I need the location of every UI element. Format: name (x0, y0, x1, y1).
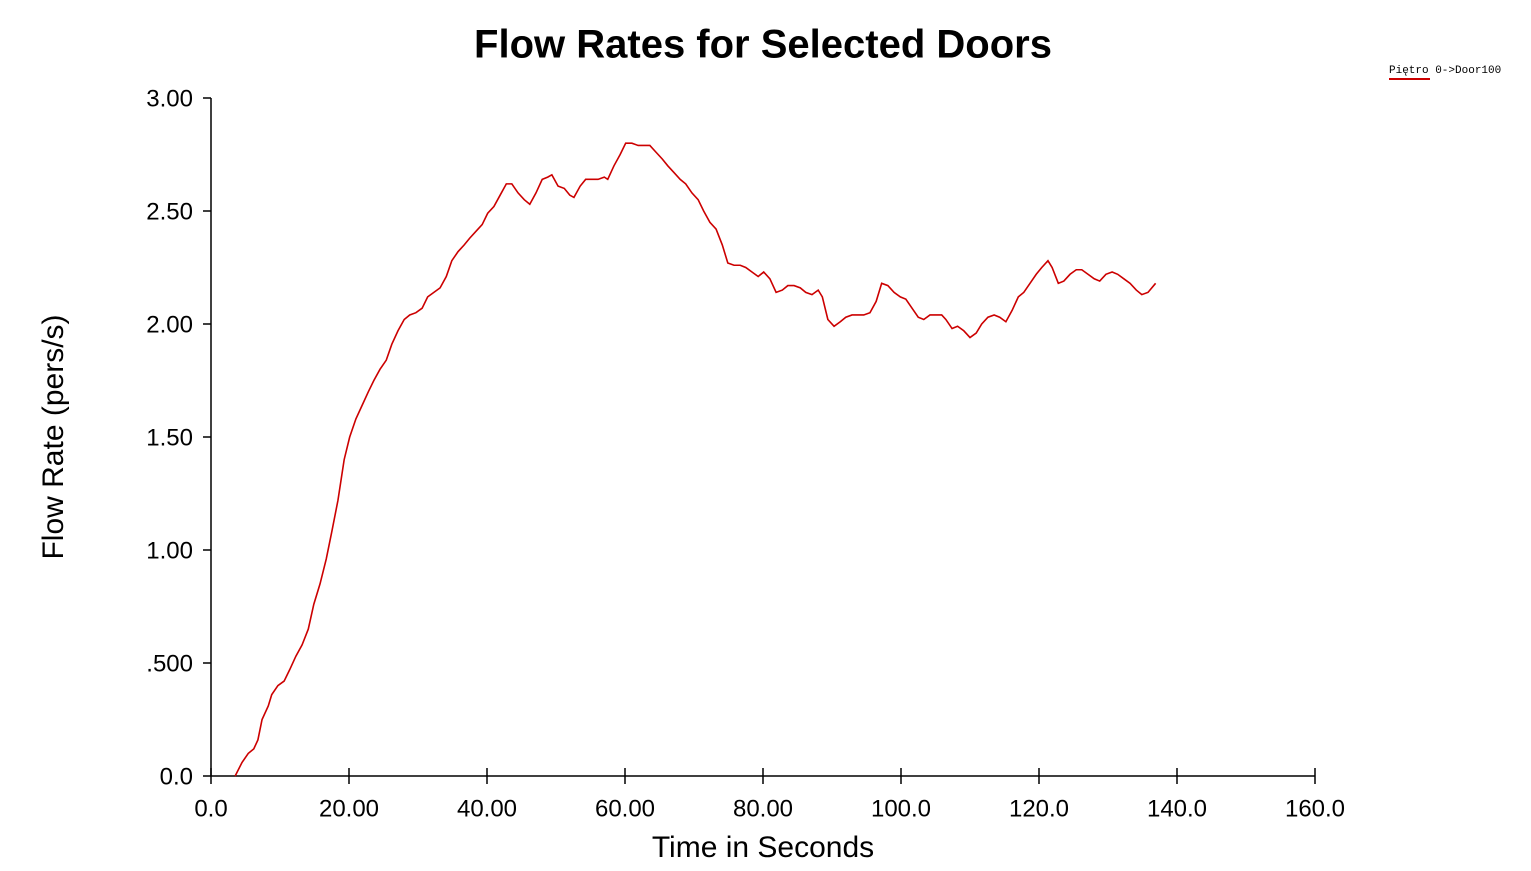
y-tick-label: .500 (146, 650, 193, 677)
x-tick-label: 160.0 (1285, 795, 1345, 822)
x-tick-label: 140.0 (1147, 795, 1207, 822)
x-tick-label: 0.0 (194, 795, 227, 822)
legend-label: Piętro 0->Door100 (1389, 65, 1501, 77)
y-tick-label: 1.00 (146, 537, 193, 564)
x-tick-label: 20.00 (319, 795, 379, 822)
x-tick-label: 100.0 (871, 795, 931, 822)
x-tick-label: 40.00 (457, 795, 517, 822)
y-tick-label: 2.00 (146, 311, 193, 338)
y-tick-label: 3.00 (146, 85, 193, 112)
y-tick-label: 2.50 (146, 198, 193, 225)
x-tick-label: 80.00 (733, 795, 793, 822)
y-tick-label: 0.0 (160, 763, 193, 790)
y-axis-label: Flow Rate (pers/s) (37, 314, 70, 559)
x-tick-label: 120.0 (1009, 795, 1069, 822)
data-line (234, 142, 1157, 777)
y-tick-label: 1.50 (146, 424, 193, 451)
x-tick-label: 60.00 (595, 795, 655, 822)
chart-title: Flow Rates for Selected Doors (474, 23, 1052, 67)
x-axis-label: Time in Seconds (652, 831, 874, 864)
